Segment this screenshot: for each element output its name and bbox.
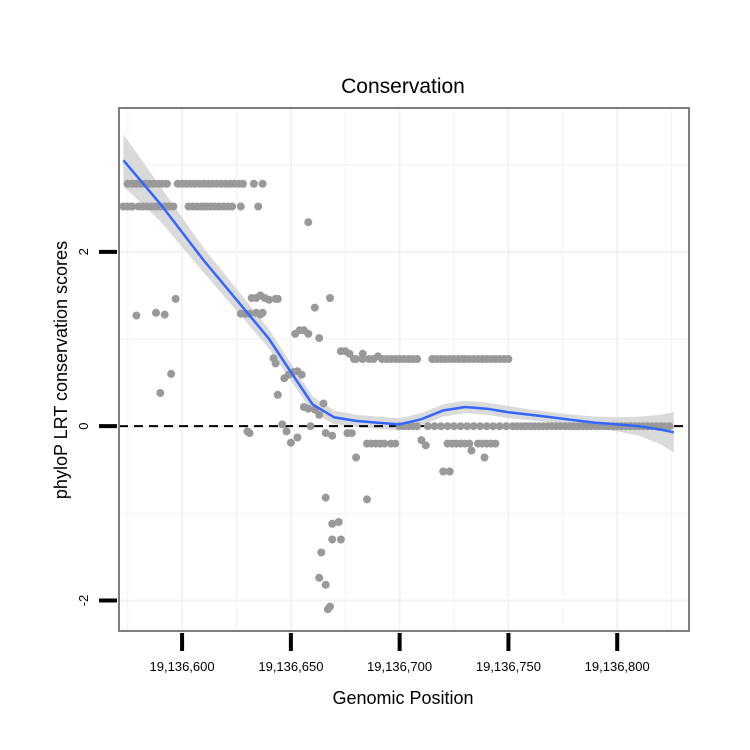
data-point <box>286 438 295 447</box>
x-tick-label: 19,136,700 <box>367 659 432 674</box>
data-point <box>413 355 422 363</box>
data-point <box>347 429 356 438</box>
chart-title: Conservation <box>341 75 465 98</box>
y-tick-label: -2 <box>76 595 91 607</box>
data-point <box>273 294 282 303</box>
data-point <box>282 427 291 436</box>
data-point <box>456 422 465 431</box>
data-point <box>171 294 180 303</box>
data-point <box>319 399 328 408</box>
data-point <box>352 355 361 363</box>
data-point <box>665 422 674 431</box>
data-point <box>363 495 371 504</box>
data-point <box>306 422 315 431</box>
data-point <box>228 202 237 211</box>
data-point <box>258 179 267 188</box>
data-point <box>310 303 319 312</box>
data-point <box>236 202 245 211</box>
x-axis-label: Genomic Position <box>332 688 473 708</box>
data-point <box>160 310 169 319</box>
plot-frame <box>118 107 690 632</box>
x-tick-label: 19,136,750 <box>476 659 541 674</box>
plot-panel <box>119 108 689 631</box>
data-point <box>443 422 452 431</box>
data-point <box>326 602 334 611</box>
data-point <box>304 329 313 338</box>
data-point <box>245 429 254 438</box>
data-point <box>430 422 439 431</box>
data-point <box>491 439 500 448</box>
data-point <box>328 519 337 528</box>
data-point <box>423 422 432 431</box>
y-axis-label: phyloP LRT conservation scores <box>51 241 71 499</box>
confidence-band <box>123 134 674 453</box>
x-axis: 19,136,600 19,136,650 19,136,700 19,136,750… <box>150 633 650 674</box>
data-point <box>504 355 513 363</box>
data-point <box>495 422 504 431</box>
y-tick-label: 2 <box>76 248 91 255</box>
smooth-line-layer <box>122 159 675 434</box>
data-point <box>482 422 491 431</box>
data-point <box>258 308 267 317</box>
data-point <box>358 349 367 358</box>
y-axis: -2 0 2 <box>76 248 117 606</box>
data-point <box>321 493 330 502</box>
data-point <box>469 422 478 431</box>
data-point <box>321 429 330 438</box>
data-point <box>334 518 343 526</box>
data-point <box>304 218 313 227</box>
data-point <box>463 422 472 431</box>
x-tick-label: 19,136,800 <box>585 659 650 674</box>
data-point <box>315 410 324 419</box>
data-point <box>278 420 287 429</box>
data-point <box>326 294 334 302</box>
data-point <box>317 548 326 557</box>
data-point <box>304 404 313 413</box>
data-point <box>265 295 274 304</box>
data-point <box>167 369 176 378</box>
data-point <box>439 467 448 476</box>
data-point <box>450 422 458 431</box>
data-point <box>489 422 498 431</box>
data-point <box>352 453 361 462</box>
data-point <box>391 439 400 448</box>
data-point <box>336 535 345 544</box>
grid-lines <box>119 108 689 631</box>
x-tick-label: 19,136,650 <box>258 659 323 674</box>
data-point <box>293 433 302 442</box>
y-tick-label: 0 <box>76 423 91 430</box>
x-tick-label: 19,136,600 <box>150 659 215 674</box>
data-point <box>345 349 354 358</box>
data-point <box>315 573 324 582</box>
data-point <box>502 422 511 431</box>
data-point <box>156 389 165 397</box>
data-point <box>132 311 141 320</box>
confidence-band-layer <box>123 134 674 453</box>
data-point <box>413 422 422 431</box>
data-point <box>315 334 324 343</box>
data-point <box>162 179 171 188</box>
data-point <box>273 390 282 399</box>
data-point <box>128 202 137 211</box>
data-point <box>328 535 337 544</box>
data-point <box>297 370 306 379</box>
data-point <box>321 580 330 589</box>
data-point <box>437 422 445 431</box>
data-point <box>239 179 247 188</box>
data-point <box>467 446 476 455</box>
data-point <box>480 453 489 462</box>
smooth-line <box>122 159 675 434</box>
data-point <box>421 441 430 450</box>
data-point <box>465 439 474 448</box>
data-point <box>380 439 389 448</box>
data-point <box>476 422 485 431</box>
data-point <box>445 467 454 476</box>
data-point <box>254 202 263 211</box>
data-point <box>271 359 280 368</box>
data-point <box>249 179 258 188</box>
data-point <box>169 202 178 211</box>
data-point <box>152 308 160 317</box>
data-point <box>328 431 337 440</box>
